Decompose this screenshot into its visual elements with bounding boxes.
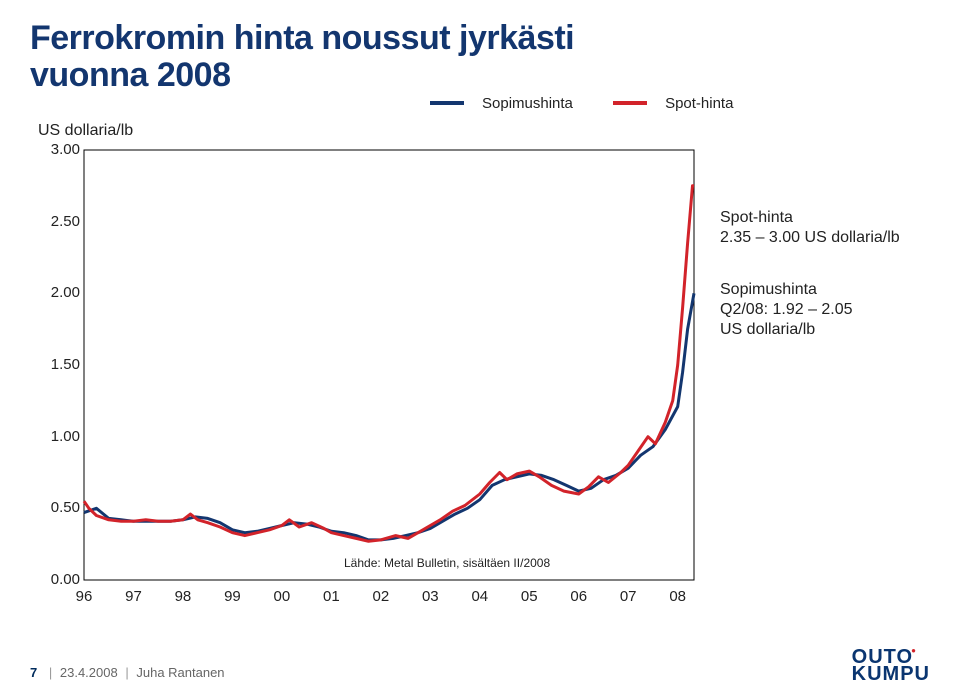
- x-tick-label: 07: [620, 588, 637, 605]
- x-tick-label: 01: [323, 588, 340, 605]
- chart-svg: [84, 150, 694, 580]
- footer-page: 7: [30, 665, 37, 680]
- legend-swatch-sopimushinta: [430, 101, 464, 105]
- x-tick-label: 99: [224, 588, 241, 605]
- legend-label-sopimushinta: Sopimushinta: [482, 95, 573, 112]
- x-tick-label: 02: [372, 588, 389, 605]
- side-note-spot: Spot-hinta 2.35 – 3.00 US dollaria/lb: [720, 208, 900, 248]
- x-tick-label: 97: [125, 588, 142, 605]
- y-tick-label: 3.00: [38, 141, 80, 158]
- side-note-sopimus-l3: US dollaria/lb: [720, 321, 815, 338]
- y-tick-label: 1.50: [38, 356, 80, 373]
- side-note-sopimus-l2: Q2/08: 1.92 – 2.05: [720, 301, 853, 318]
- legend: Sopimushinta Spot-hinta: [430, 92, 769, 112]
- side-note-spot-l1: Spot-hinta: [720, 209, 793, 226]
- x-tick-label: 96: [76, 588, 93, 605]
- y-tick-label: 0.50: [38, 499, 80, 516]
- footer: 7 | 23.4.2008 | Juha Rantanen: [30, 665, 225, 680]
- page-title: Ferrokromin hinta noussut jyrkästi vuonn…: [30, 20, 930, 95]
- x-tick-label: 06: [570, 588, 587, 605]
- separator-icon: |: [49, 665, 52, 680]
- side-note-sopimus: Sopimushinta Q2/08: 1.92 – 2.05 US dolla…: [720, 280, 853, 340]
- x-tick-label: 05: [521, 588, 538, 605]
- x-tick-label: 08: [669, 588, 686, 605]
- legend-label-spot: Spot-hinta: [665, 95, 733, 112]
- chart: Lähde: Metal Bulletin, sisältäen II/2008…: [84, 150, 694, 580]
- y-tick-label: 1.00: [38, 428, 80, 445]
- logo: OUTO● KUMPU: [852, 649, 930, 682]
- y-tick-label: 2.00: [38, 284, 80, 301]
- x-tick-label: 04: [471, 588, 488, 605]
- legend-item-sopimushinta: Sopimushinta: [430, 95, 591, 112]
- logo-dot-icon: ●: [911, 646, 917, 655]
- side-note-sopimus-l1: Sopimushinta: [720, 281, 817, 298]
- x-tick-label: 00: [274, 588, 291, 605]
- y-tick-label: 2.50: [38, 213, 80, 230]
- legend-swatch-spot: [613, 101, 647, 105]
- x-tick-label: 98: [175, 588, 192, 605]
- side-note-spot-l2: 2.35 – 3.00 US dollaria/lb: [720, 229, 900, 246]
- legend-item-spot: Spot-hinta: [613, 95, 751, 112]
- footer-author: Juha Rantanen: [136, 665, 224, 680]
- title-line-1: Ferrokromin hinta noussut jyrkästi: [30, 19, 574, 57]
- x-tick-label: 03: [422, 588, 439, 605]
- logo-line-2: KUMPU: [852, 663, 930, 685]
- chart-source: Lähde: Metal Bulletin, sisältäen II/2008: [344, 556, 550, 570]
- title-line-2: vuonna 2008: [30, 56, 230, 94]
- y-tick-label: 0.00: [38, 571, 80, 588]
- y-axis-label: US dollaria/lb: [38, 122, 133, 140]
- footer-date: 23.4.2008: [60, 665, 118, 680]
- separator-icon: |: [125, 665, 128, 680]
